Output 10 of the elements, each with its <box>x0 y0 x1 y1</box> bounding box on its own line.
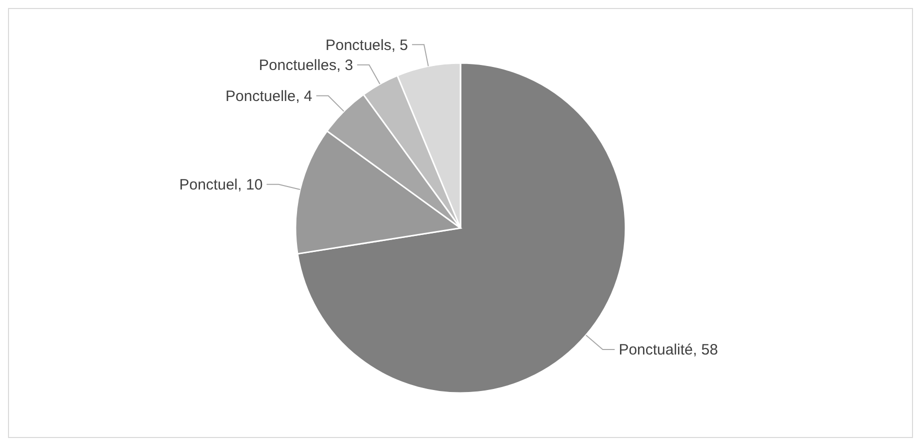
slice-label: Ponctuel <box>179 176 238 194</box>
slice-label: Ponctuelles <box>258 57 336 74</box>
data-label: , 10 <box>238 176 263 194</box>
data-label: , 3 <box>336 57 354 74</box>
data-label: , 5 <box>391 36 408 54</box>
data-label: , 4 <box>296 88 312 106</box>
slice-label: Ponctualité <box>618 342 693 359</box>
slice-label: Ponctuelle <box>226 88 296 106</box>
data-label: , 58 <box>692 342 718 359</box>
slice-label: Ponctuels <box>325 36 392 54</box>
